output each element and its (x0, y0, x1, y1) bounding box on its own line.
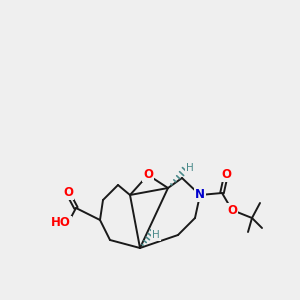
Text: HO: HO (51, 217, 71, 230)
Text: O: O (143, 169, 153, 182)
Text: O: O (63, 187, 73, 200)
Text: O: O (227, 203, 237, 217)
Text: H: H (152, 230, 160, 240)
Text: O: O (221, 169, 231, 182)
Text: H: H (186, 163, 194, 173)
Text: N: N (195, 188, 205, 202)
